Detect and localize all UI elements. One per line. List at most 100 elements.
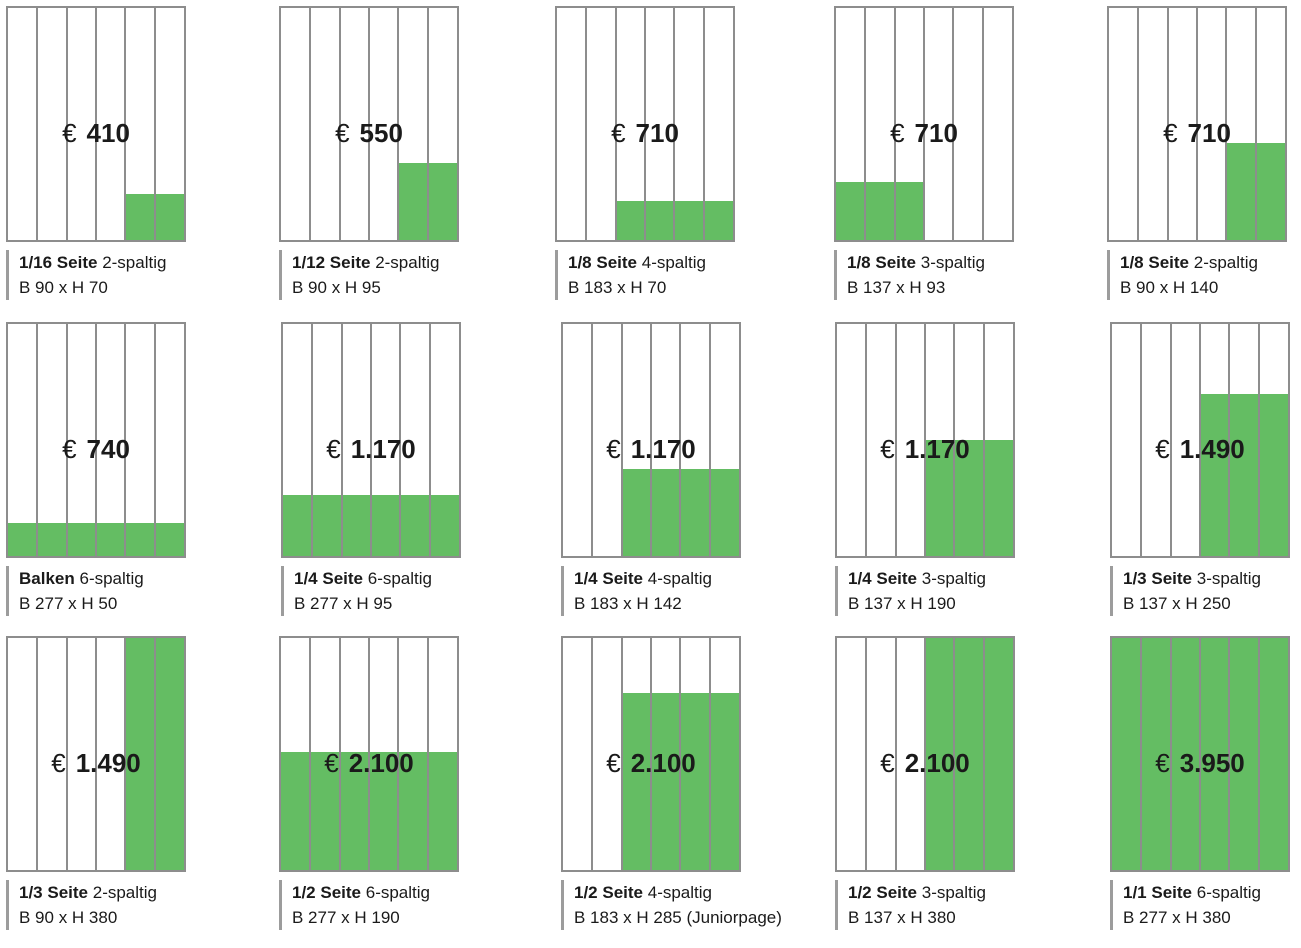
price-label: €2.100 (880, 748, 970, 778)
price-label: €1.170 (326, 434, 416, 464)
column-divider (865, 324, 867, 556)
column-divider (621, 324, 623, 556)
column-divider (368, 8, 370, 240)
column-divider (952, 8, 954, 240)
ad-dimensions: B 277 x H 190 (292, 908, 400, 927)
column-divider (865, 638, 867, 870)
ad-card-1-8-3col: €710 1/8 Seite 3-spaltig B 137 x H 93 (834, 6, 1034, 318)
column-divider (615, 8, 617, 240)
column-divider (154, 324, 156, 556)
column-divider (1140, 324, 1142, 556)
column-divider (644, 8, 646, 240)
caption: 1/8 Seite 4-spaltig B 183 x H 70 (555, 250, 755, 300)
column-divider (399, 324, 401, 556)
ad-dimensions: B 183 x H 142 (574, 594, 682, 613)
column-divider (1228, 638, 1230, 870)
page-diagram: €1.170 (561, 322, 741, 558)
page-diagram: €710 (834, 6, 1014, 242)
page-diagram: €2.100 (835, 636, 1015, 872)
ad-columns: 4-spaltig (641, 253, 706, 272)
ad-columns: 6-spaltig (1196, 883, 1261, 902)
ad-columns: 2-spaltig (375, 253, 440, 272)
column-divider (397, 8, 399, 240)
column-divider (679, 324, 681, 556)
column-divider (95, 324, 97, 556)
price-label: €710 (611, 118, 679, 148)
page-diagram: €2.100 (279, 636, 459, 872)
column-divider (124, 8, 126, 240)
column-divider (1199, 324, 1201, 556)
page-diagram: €740 (6, 322, 186, 558)
ad-size: 1/1 Seite (1123, 883, 1192, 902)
column-divider (1199, 638, 1201, 870)
ad-card-1-4-6col: €1.170 1/4 Seite 6-spaltig B 277 x H 95 (281, 322, 481, 634)
ad-dimensions: B 137 x H 250 (1123, 594, 1231, 613)
ad-columns: 2-spaltig (92, 883, 157, 902)
column-divider (1258, 638, 1260, 870)
column-divider (66, 638, 68, 870)
column-divider (679, 638, 681, 870)
caption: 1/4 Seite 4-spaltig B 183 x H 142 (561, 566, 761, 616)
price-label: €1.170 (606, 434, 696, 464)
ad-size: Balken (19, 569, 75, 588)
caption: 1/4 Seite 6-spaltig B 277 x H 95 (281, 566, 481, 616)
ad-size: 1/2 Seite (848, 883, 917, 902)
ad-dimensions: B 90 x H 140 (1120, 278, 1219, 297)
column-divider (154, 638, 156, 870)
price-label: €3.950 (1155, 748, 1245, 778)
ad-size: 1/16 Seite (19, 253, 98, 272)
column-divider (154, 8, 156, 240)
ad-card-1-8-2col: €710 1/8 Seite 2-spaltig B 90 x H 140 (1107, 6, 1301, 318)
price-value: 740 (86, 434, 130, 464)
column-divider (339, 638, 341, 870)
ad-dimensions: B 277 x H 50 (19, 594, 118, 613)
ad-size: 1/3 Seite (19, 883, 88, 902)
column-divider (650, 324, 652, 556)
price-value: 2.100 (630, 748, 696, 778)
price-value: 710 (635, 118, 679, 148)
price-value: 3.950 (1179, 748, 1245, 778)
ad-dimensions: B 90 x H 95 (292, 278, 381, 297)
column-divider (591, 324, 593, 556)
column-divider (66, 8, 68, 240)
page-diagram: €710 (555, 6, 735, 242)
column-divider (1228, 324, 1230, 556)
column-divider (339, 8, 341, 240)
ad-dimensions: B 277 x H 380 (1123, 908, 1231, 927)
caption: 1/12 Seite 2-spaltig B 90 x H 95 (279, 250, 479, 300)
price-label: €1.170 (880, 434, 970, 464)
price-label: €740 (62, 434, 130, 464)
column-divider (894, 8, 896, 240)
column-divider (1137, 8, 1139, 240)
price-value: 710 (914, 118, 958, 148)
ad-card-1-3-2col: €1.490 1/3 Seite 2-spaltig B 90 x H 380 (6, 636, 206, 948)
column-divider (1140, 638, 1142, 870)
ad-columns: 4-spaltig (647, 883, 712, 902)
column-divider (924, 638, 926, 870)
column-divider (309, 8, 311, 240)
column-divider (650, 638, 652, 870)
ad-columns: 2-spaltig (102, 253, 167, 272)
ad-card-1-2-3col: €2.100 1/2 Seite 3-spaltig B 137 x H 380 (835, 636, 1035, 948)
column-divider (709, 324, 711, 556)
column-divider (95, 8, 97, 240)
ad-size: 1/4 Seite (574, 569, 643, 588)
ad-columns: 3-spaltig (1196, 569, 1261, 588)
ad-dimensions: B 90 x H 70 (19, 278, 108, 297)
column-divider (895, 324, 897, 556)
ad-dimensions: B 137 x H 190 (848, 594, 956, 613)
column-divider (895, 638, 897, 870)
price-value: 550 (359, 118, 403, 148)
column-divider (924, 324, 926, 556)
ad-card-balken-6col: €740 Balken 6-spaltig B 277 x H 50 (6, 322, 206, 634)
column-divider (591, 638, 593, 870)
ad-size: 1/4 Seite (294, 569, 363, 588)
price-value: 710 (1187, 118, 1231, 148)
column-divider (709, 638, 711, 870)
column-divider (864, 8, 866, 240)
ad-card-1-3-3col: €1.490 1/3 Seite 3-spaltig B 137 x H 250 (1110, 322, 1301, 634)
ad-columns: 4-spaltig (647, 569, 712, 588)
caption: 1/2 Seite 3-spaltig B 137 x H 380 (835, 880, 1035, 930)
caption: 1/3 Seite 2-spaltig B 90 x H 380 (6, 880, 206, 930)
